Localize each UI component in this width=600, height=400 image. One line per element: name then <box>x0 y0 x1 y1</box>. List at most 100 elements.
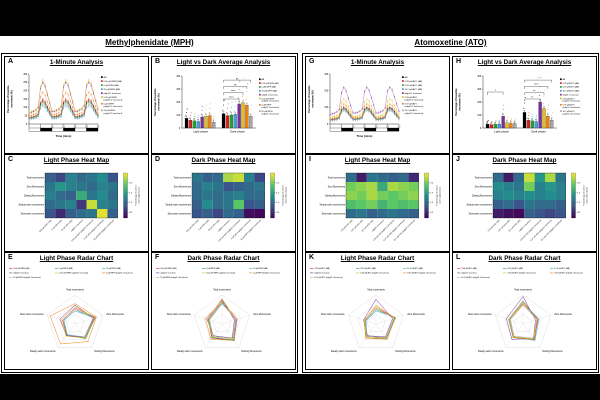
svg-text:adgrl3.1 knockout: adgrl3.1 knockout <box>262 93 279 96</box>
panel-letter: F <box>155 254 160 261</box>
svg-text:0.05 μM MPH (AB): 0.05 μM MPH (AB) <box>160 267 177 270</box>
panel-title: Dark Phase Radar Chart <box>488 255 561 262</box>
panel-title: Light Phase Heat Map <box>43 157 110 164</box>
svg-text:0.05 μM MPH (adgrl3.1 knockout: 0.05 μM MPH (adgrl3.1 knockout) <box>218 219 242 243</box>
svg-text:1.5: 1.5 <box>430 192 434 194</box>
svg-text:Slow swim movements: Slow swim movements <box>321 313 346 316</box>
panel-title: Light vs Dark Average Analysis <box>176 59 271 66</box>
svg-text:Steady swim movements: Steady swim movements <box>165 203 191 206</box>
svg-text:Zero Movements: Zero Movements <box>174 185 192 188</box>
svg-text:100: 100 <box>477 115 482 117</box>
svg-text:adgrl3.1 knockout: adgrl3.1 knockout <box>160 272 176 275</box>
svg-text:200: 200 <box>324 90 329 92</box>
svg-text:20 μM MPH (AB): 20 μM MPH (AB) <box>262 90 278 93</box>
svg-text:1.5: 1.5 <box>577 192 581 194</box>
panel-letter: L <box>456 254 461 261</box>
svg-text:0: 0 <box>329 127 331 129</box>
panel-j: J Dark Phase Heat Map Total movements Zer… <box>452 154 597 252</box>
svg-text:Time (mins): Time (mins) <box>56 134 72 138</box>
svg-text:0.5: 0.5 <box>276 212 280 214</box>
section-header-mph: Methylphenidate (MPH) <box>105 38 194 47</box>
svg-text:Darting Movements: Darting Movements <box>24 194 45 197</box>
svg-text:2.93 μM ATO (adgrl3.1 knockout: 2.93 μM ATO (adgrl3.1 knockout) <box>507 272 536 275</box>
svg-text:1.0: 1.0 <box>430 202 434 204</box>
svg-text:2.0: 2.0 <box>577 183 581 185</box>
panel-title: Dark Phase Heat Map <box>492 157 557 164</box>
svg-text:5 μM MPH (AB): 5 μM MPH (AB) <box>59 267 73 270</box>
svg-text:Zero Movements: Zero Movements <box>554 313 572 316</box>
light-heatmap-mph: Total movements Zero Movements Darting Mov… <box>18 172 141 242</box>
svg-text:****: **** <box>534 83 540 87</box>
panel-letter: B <box>155 58 161 65</box>
svg-text:0.05 μM MPH (adgrl3.1 knockout: 0.05 μM MPH (adgrl3.1 knockout) <box>59 272 88 275</box>
svg-text:5 μM MPH: 5 μM MPH <box>104 104 115 106</box>
svg-text:300: 300 <box>23 74 28 76</box>
svg-text:0: 0 <box>179 128 181 130</box>
svg-text:Total movements: Total movements <box>514 289 532 292</box>
svg-text:15: 15 <box>363 127 366 129</box>
svg-text:5.87 μM ATO (AB): 5.87 μM ATO (AB) <box>405 84 423 87</box>
svg-text:300: 300 <box>176 89 181 91</box>
svg-text:20 μM MPH (AB): 20 μM MPH (AB) <box>253 267 268 270</box>
panel-letter: A <box>8 58 14 65</box>
svg-text:Steady swim movements: Steady swim movements <box>177 350 204 353</box>
svg-text:ns: ns <box>234 85 237 87</box>
svg-text:****: **** <box>231 89 237 93</box>
panel-g: G 1-Minute Analysis 0 100 200 300 0 5 10 15 20 25… <box>305 56 450 154</box>
svg-text:Steady swim movements: Steady swim movements <box>331 350 358 353</box>
svg-text:2.93 μM ATO (adgrl3.1 knockout: 2.93 μM ATO (adgrl3.1 knockout) <box>519 219 542 242</box>
svg-text:adgrl3.1 knockout: adgrl3.1 knockout <box>563 93 580 96</box>
svg-text:Total movements: Total movements <box>174 176 192 179</box>
svg-text:movement (%): movement (%) <box>11 90 14 107</box>
panel-letter: J <box>456 156 460 163</box>
svg-text:5 μM MPH (AB): 5 μM MPH (AB) <box>104 84 120 87</box>
svg-text:Total movements: Total movements <box>27 176 45 179</box>
svg-text:Darting Movements: Darting Movements <box>395 350 416 353</box>
svg-text:0.05 μM MPH: 0.05 μM MPH <box>262 98 275 100</box>
svg-text:10.2 μM ATO (AB): 10.2 μM ATO (AB) <box>554 267 570 270</box>
svg-text:adgrl3.1 knockout: adgrl3.1 knockout <box>405 92 423 95</box>
svg-text:Slow swim movements: Slow swim movements <box>468 313 493 316</box>
svg-text:150: 150 <box>23 99 28 101</box>
dark-radar-chart-mph: Total movements Zero Movements Darting Mov… <box>156 267 280 353</box>
svg-text:10.2 μM ATO (adgrl3.1 knockout: 10.2 μM ATO (adgrl3.1 knockout) <box>540 219 563 242</box>
svg-text:adgrl3.1 knockout: adgrl3.1 knockout <box>13 272 29 275</box>
panel-title: Light Phase Radar Chart <box>340 255 415 262</box>
svg-text:1.5: 1.5 <box>129 192 133 194</box>
svg-text:0.5: 0.5 <box>577 212 581 214</box>
svg-text:300: 300 <box>477 89 482 91</box>
svg-text:5.87 μM ATO (AB): 5.87 μM ATO (AB) <box>507 267 523 270</box>
svg-text:Dark phase: Dark phase <box>531 130 546 134</box>
svg-text:(adgrl3.1 knockout): (adgrl3.1 knockout) <box>104 112 123 115</box>
light-dark-bar-chart-mph: 0 100 200 300 400 Light phase Dark phase **** **… <box>154 76 279 134</box>
svg-text:5 μM MPH (AB): 5 μM MPH (AB) <box>206 267 220 270</box>
svg-text:AB: AB <box>104 76 107 79</box>
svg-text:*: * <box>538 76 540 80</box>
panel-letter: C <box>8 156 14 163</box>
svg-text:Percentage of baseline: Percentage of baseline <box>308 85 311 113</box>
panel-i: I Light Phase Heat Map Total movements Ze… <box>305 154 450 252</box>
svg-text:20 μM MPH (adgrl3.1 knockout): 20 μM MPH (adgrl3.1 knockout) <box>13 276 41 279</box>
svg-text:20 μM MPH (adgrl3.1 knockout): 20 μM MPH (adgrl3.1 knockout) <box>240 219 262 241</box>
svg-text:Percentage of baseline: Percentage of baseline <box>154 88 157 116</box>
svg-text:Zero Movements: Zero Movements <box>475 185 493 188</box>
svg-text:100: 100 <box>23 107 28 109</box>
svg-text:0: 0 <box>28 127 30 129</box>
svg-text:adgrl3.1 knockout: adgrl3.1 knockout <box>104 92 122 95</box>
svg-text:Darting Movements: Darting Movements <box>472 194 493 197</box>
svg-text:(adgrl3.1 knockout): (adgrl3.1 knockout) <box>405 105 424 108</box>
svg-text:5 μM MPH (AB): 5 μM MPH (AB) <box>262 86 277 89</box>
svg-text:Zero Movements: Zero Movements <box>253 313 271 316</box>
svg-text:2.93 μM ATO (AB): 2.93 μM ATO (AB) <box>563 82 580 85</box>
svg-text:20 μM MPH: 20 μM MPH <box>262 111 273 113</box>
svg-text:Steady swim movements: Steady swim movements <box>30 350 57 353</box>
svg-text:20 μM MPH (adgrl3.1 knockout): 20 μM MPH (adgrl3.1 knockout) <box>93 219 115 241</box>
panel-title: 1-Minute Analysis <box>49 59 104 66</box>
svg-text:50: 50 <box>25 115 28 117</box>
svg-text:0: 0 <box>26 124 28 126</box>
svg-text:Zero Movements: Zero Movements <box>407 313 425 316</box>
section-header-ato: Atomoxetine (ATO) <box>414 38 487 47</box>
section-ato: G 1-Minute Analysis 0 100 200 300 0 5 10 15 20 25… <box>302 53 599 373</box>
panel-title: Dark Phase Heat Map <box>191 157 256 164</box>
